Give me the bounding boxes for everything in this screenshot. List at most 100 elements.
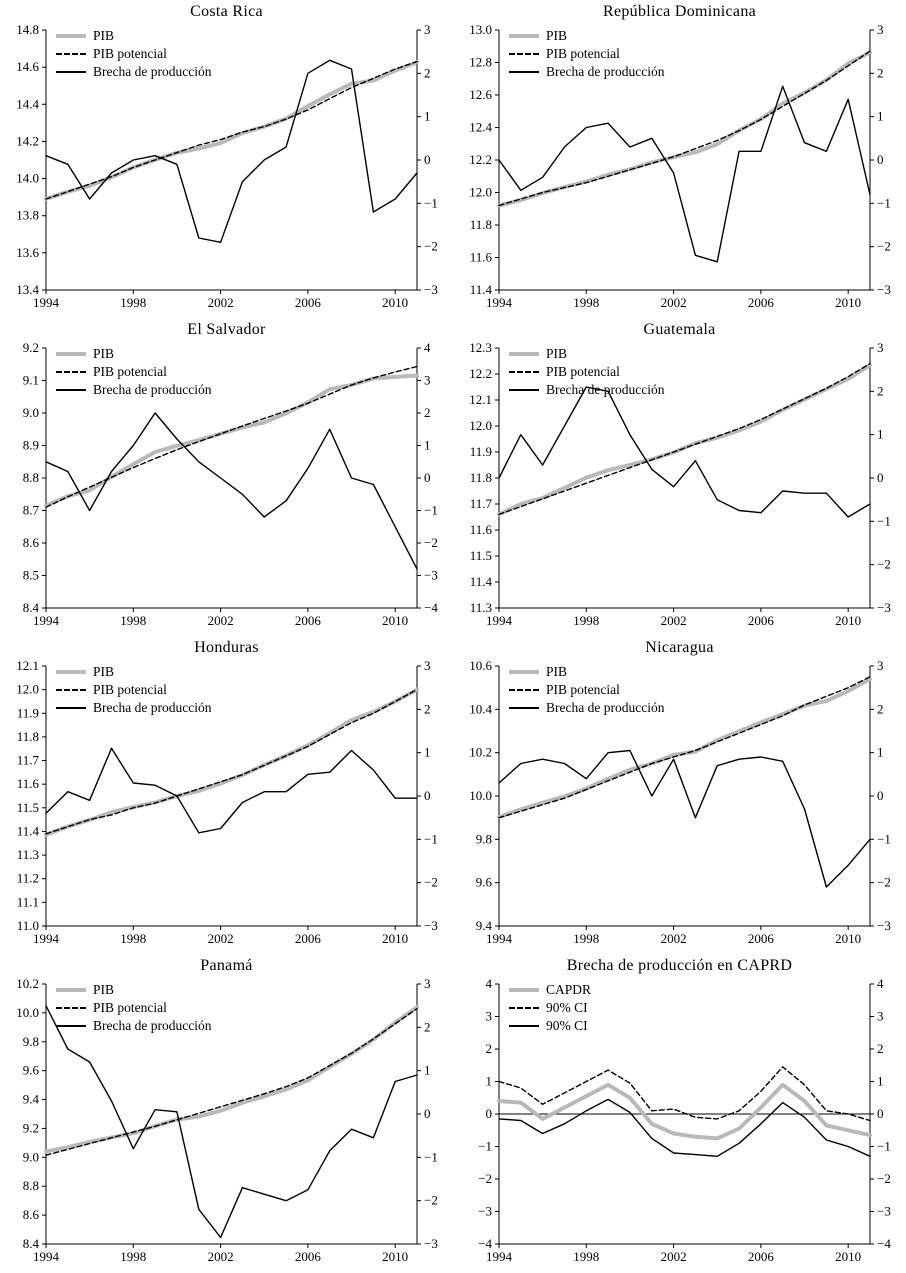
- series-line-gray: [44, 687, 419, 837]
- left-tick-label: 10.6: [469, 660, 492, 673]
- legend-label: PIB potencial: [546, 682, 620, 697]
- left-tick-label: 3: [486, 1009, 493, 1024]
- chart-nicaragua: Nicaragua 9.4 9.6 9.8 10.0 10.2 10.4 10.6 −3 −2 −…: [453, 636, 906, 954]
- left-tick-label: 10.4: [469, 701, 492, 716]
- legend-swatch-gray: [509, 987, 539, 992]
- right-tick-label: −1: [424, 831, 438, 846]
- line-chart: 8.4 8.6 8.8 9.0 9.2 9.4 9.6 9.8 10.0 10.2 −3 −2 −1 0 1…: [16, 978, 438, 1264]
- right-tick-label: −1: [424, 195, 438, 210]
- x-tick-label: 2010: [835, 931, 861, 946]
- right-tick-label: −1: [877, 1139, 891, 1154]
- x-tick-label: 2010: [835, 295, 861, 310]
- x-tick-label: 2002: [208, 931, 234, 946]
- left-tick-label: 13.6: [16, 245, 39, 260]
- legend-label: PIB potencial: [93, 46, 167, 61]
- legend-label: PIB potencial: [93, 364, 167, 379]
- right-tick-label: 2: [877, 701, 884, 716]
- right-tick-label: 0: [877, 152, 884, 167]
- left-tick-label: 11.8: [470, 217, 492, 232]
- legend-label: PIB potencial: [93, 682, 167, 697]
- x-tick-label: 2006: [748, 295, 775, 310]
- x-tick-label: 1998: [120, 613, 146, 628]
- legend-swatch-gray: [56, 33, 86, 38]
- right-tick-label: −2: [424, 1193, 438, 1208]
- chart-title: Brecha de producción en CAPRD: [566, 957, 793, 974]
- legend-label: Brecha de producción: [93, 700, 212, 715]
- left-tick-label: 9.8: [23, 1034, 39, 1049]
- legend-item: Brecha de producción: [509, 700, 664, 715]
- legend-item: PIB potencial: [56, 682, 211, 697]
- legend-label: PIB: [546, 346, 568, 361]
- right-tick-label: 3: [424, 978, 431, 991]
- right-tick-label: 3: [424, 373, 431, 388]
- x-tick-label: 1998: [120, 931, 146, 946]
- line-chart: 8.4 8.5 8.6 8.7 8.8 8.9 9.0 9.1 9.2 −4 −3 −2 −1 0 1 2 3 4…: [23, 342, 439, 628]
- chart-title: Honduras: [194, 639, 259, 656]
- legend-swatch-gray: [56, 987, 86, 992]
- left-tick-label: 8.6: [23, 1207, 40, 1222]
- x-tick-label: 2002: [208, 613, 234, 628]
- plot-area: 8.4 8.6 8.8 9.0 9.2 9.4 9.6 9.8 10.0 10.2 −3 −2 −1 0 1…: [0, 978, 453, 1270]
- legend-item: 90% CI: [509, 1000, 591, 1015]
- right-tick-label: 2: [877, 1041, 884, 1056]
- left-tick-label: 11.9: [470, 444, 492, 459]
- legend-label: Brecha de producción: [93, 64, 212, 79]
- legend-label: PIB potencial: [93, 1000, 167, 1015]
- right-tick-label: 4: [877, 978, 884, 991]
- right-tick-label: 3: [877, 342, 884, 355]
- left-tick-label: 14.8: [16, 24, 39, 37]
- legend-swatch-dashed: [509, 370, 539, 373]
- legend-item: PIB: [509, 346, 664, 361]
- legend-swatch-dashed: [56, 370, 86, 373]
- legend-swatch-solid: [56, 706, 86, 709]
- left-tick-label: 4: [486, 978, 493, 991]
- legend-item: PIB: [56, 346, 211, 361]
- legend-swatch-gray: [509, 669, 539, 674]
- x-tick-label: 1994: [486, 613, 513, 628]
- left-tick-label: 8.7: [23, 503, 40, 518]
- chart-title: El Salvador: [187, 321, 266, 338]
- x-tick-label: 2006: [295, 295, 322, 310]
- legend-label: 90% CI: [546, 1018, 588, 1033]
- chart-title: Costa Rica: [190, 3, 263, 20]
- right-tick-label: 0: [424, 1106, 431, 1121]
- right-tick-label: 3: [877, 1009, 884, 1024]
- x-tick-label: 2006: [748, 1249, 775, 1264]
- legend-label: PIB: [546, 28, 568, 43]
- series-line-dashed: [498, 676, 871, 819]
- left-tick-label: 12.2: [469, 366, 492, 381]
- right-tick-label: 2: [424, 405, 431, 420]
- series-line-solid: [45, 747, 418, 834]
- legend-swatch-dashed: [56, 1006, 86, 1009]
- left-tick-label: 11.4: [470, 574, 493, 589]
- series-line-gray: [44, 60, 419, 201]
- series-line-dashed: [45, 1007, 418, 1156]
- left-tick-label: 12.1: [469, 392, 492, 407]
- x-tick-label: 2006: [295, 613, 322, 628]
- right-tick-label: 1: [877, 109, 884, 124]
- series-line-dashed: [498, 362, 871, 516]
- right-tick-label: 0: [424, 788, 431, 803]
- right-tick-label: 0: [877, 1106, 884, 1121]
- legend-swatch-dashed: [509, 1006, 539, 1009]
- right-tick-label: 0: [424, 470, 431, 485]
- right-tick-label: −4: [877, 1236, 891, 1251]
- line-chart: 11.0 11.1 11.2 11.3 11.4 11.5 11.6 11.7 11.8 11.9…: [16, 660, 438, 946]
- right-tick-label: 1: [877, 427, 884, 442]
- left-tick-label: 13.8: [16, 208, 39, 223]
- left-tick-label: 11.6: [17, 776, 40, 791]
- left-tick-label: 8.4: [23, 600, 40, 615]
- left-tick-label: 9.8: [476, 831, 492, 846]
- chart-legend: PIB PIB potencial Brecha de producción: [509, 346, 664, 397]
- legend-swatch-dashed: [509, 688, 539, 691]
- x-tick-label: 1994: [486, 1249, 513, 1264]
- plot-area: 9.4 9.6 9.8 10.0 10.2 10.4 10.6 −3 −2 −1 0 1 2 3 1994 1…: [453, 660, 906, 952]
- legend-swatch-solid: [509, 388, 539, 391]
- left-tick-label: 11.2: [17, 871, 39, 886]
- x-tick-label: 2010: [835, 1249, 861, 1264]
- series-line-dashed: [498, 50, 871, 207]
- legend-item: PIB potencial: [56, 1000, 211, 1015]
- plot-area: 13.4 13.6 13.8 14.0 14.2 14.4 14.6 14.8 −3 −2 −1 0 1…: [0, 24, 453, 316]
- chart-legend: PIB PIB potencial Brecha de producción: [56, 664, 211, 715]
- left-tick-label: 9.0: [23, 405, 39, 420]
